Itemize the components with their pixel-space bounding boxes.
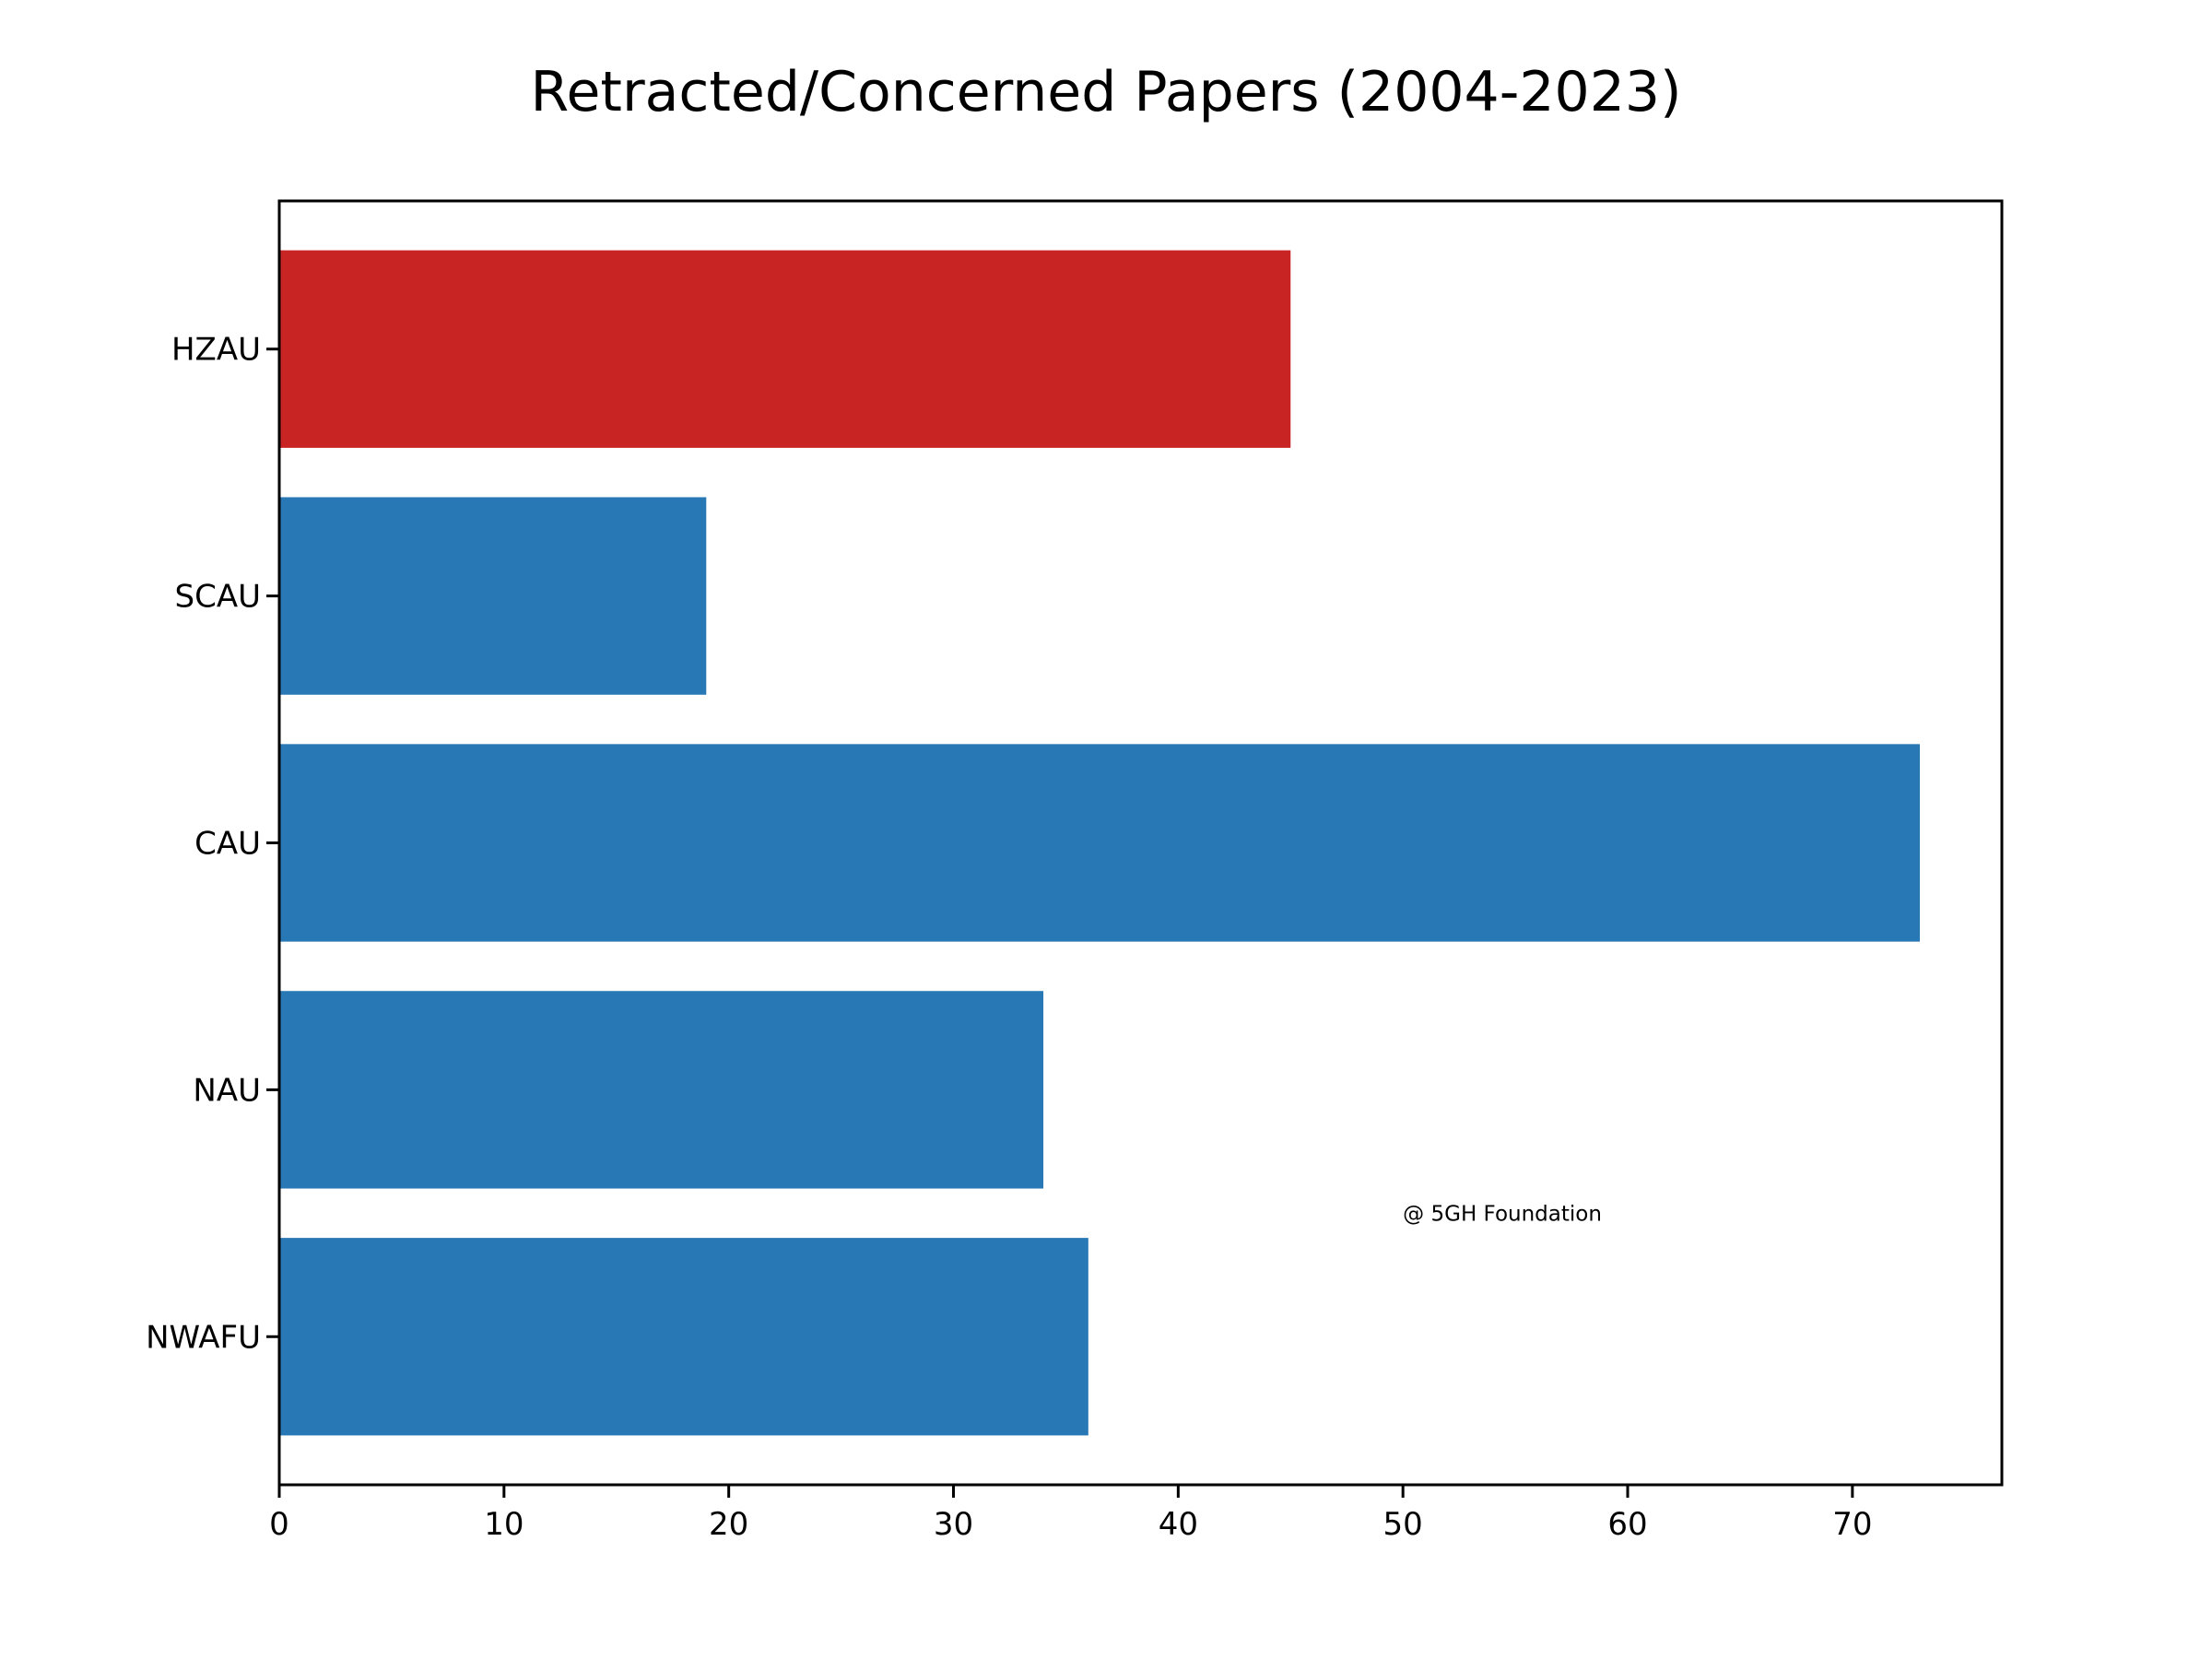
x-tick-label-30: 30 (934, 1506, 973, 1543)
plot-frame (277, 199, 2004, 1487)
bars-group (279, 250, 1920, 1436)
x-tick-label-10: 10 (484, 1506, 524, 1543)
x-axis: 0 10 20 30 40 50 60 70 (269, 1485, 1872, 1543)
chart-title: Retracted/Concerned Papers (2004-2023) (531, 60, 1682, 124)
y-tick-label-nwafu: NWAFU (146, 1319, 261, 1356)
bar-nau (279, 991, 1044, 1189)
bar-cau (279, 744, 1920, 942)
bar-scau (279, 497, 707, 695)
x-tick-label-50: 50 (1383, 1506, 1423, 1543)
x-tick-label-70: 70 (1832, 1506, 1872, 1543)
watermark-annotation: @ 5GH Foundation (1403, 1202, 1602, 1226)
y-axis: HZAU SCAU CAU NAU NWAFU (146, 332, 279, 1356)
x-tick-label-60: 60 (1607, 1506, 1647, 1543)
y-tick-label-nau: NAU (193, 1072, 261, 1109)
y-tick-label-hzau: HZAU (171, 332, 261, 369)
y-tick-label-cau: CAU (194, 826, 261, 863)
x-tick-label-20: 20 (709, 1506, 748, 1543)
bar-nwafu (279, 1238, 1088, 1436)
x-tick-label-0: 0 (269, 1506, 289, 1543)
y-tick-label-scau: SCAU (175, 579, 261, 616)
bar-hzau (279, 250, 1291, 448)
x-tick-label-40: 40 (1159, 1506, 1198, 1543)
